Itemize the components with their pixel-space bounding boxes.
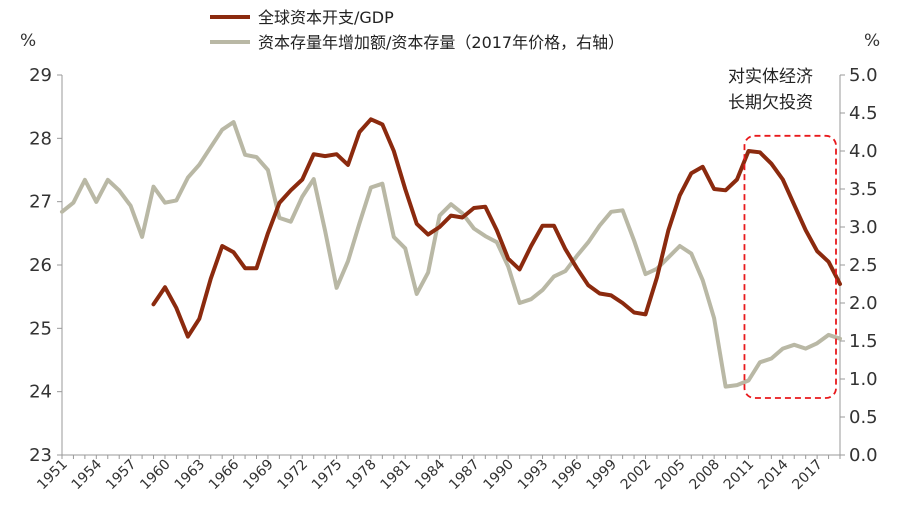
series-line-capex-gdp — [151, 117, 842, 339]
left-axis-unit: % — [20, 31, 36, 51]
x-tick-label: 1990 — [481, 457, 518, 494]
right-tick-label: 2.0 — [849, 293, 878, 314]
x-tick-label: 2014 — [755, 456, 792, 493]
x-tick-label: 1987 — [446, 457, 483, 494]
annotation: 对实体经济 长期欠投资 — [728, 67, 837, 399]
x-tick-label: 1981 — [378, 457, 415, 494]
left-tick-label: 26 — [29, 255, 52, 276]
left-tick-label: 27 — [29, 192, 52, 213]
x-tick-label: 1960 — [137, 457, 174, 494]
right-tick-label: 4.5 — [849, 103, 878, 124]
x-tick-label: 1999 — [583, 457, 620, 494]
x-tick-label: 2005 — [652, 457, 689, 494]
right-tick-label: 5.0 — [849, 65, 878, 86]
axes: 23 24 25 26 27 28 29 0.0 0.5 1.0 1.5 2.0 2.5 3.0 3.5 4.… — [29, 65, 878, 493]
x-tick-label: 1984 — [412, 456, 449, 493]
annotation-line-1: 对实体经济 — [728, 67, 813, 87]
annotation-line-2: 长期欠投资 — [728, 93, 813, 113]
right-tick-label: 4.0 — [849, 141, 878, 162]
x-tick-label: 1963 — [172, 457, 209, 494]
x-tick-label: 1996 — [549, 456, 586, 493]
left-tick-label: 23 — [29, 445, 52, 466]
left-tick-label: 29 — [29, 65, 52, 86]
x-tick-label: 1969 — [240, 457, 277, 494]
x-tick-label: 1957 — [103, 457, 140, 494]
x-tick-label: 2017 — [789, 457, 826, 494]
right-tick-label: 3.5 — [849, 179, 878, 200]
x-tick-label: 2008 — [686, 457, 723, 494]
right-tick-label: 1.5 — [849, 331, 878, 352]
series-line-capital-stock-growth — [60, 120, 842, 389]
legend: 全球资本开支/GDP 资本存量年增加额/资本存量（2017年价格，右轴） — [210, 8, 624, 52]
x-tick-label: 2002 — [618, 457, 655, 494]
legend-label-capex: 全球资本开支/GDP — [258, 8, 394, 27]
right-tick-label: 3.0 — [849, 217, 878, 238]
x-tick-label: 1978 — [343, 457, 380, 494]
right-tick-label: 1.0 — [849, 369, 878, 390]
left-tick-label: 28 — [29, 128, 52, 149]
right-axis-unit: % — [864, 31, 880, 51]
x-tick-label: 1975 — [309, 457, 346, 494]
x-tick-label: 2011 — [721, 457, 758, 494]
right-tick-label: 2.5 — [849, 255, 878, 276]
left-tick-label: 25 — [29, 318, 52, 339]
series-layer — [60, 117, 842, 389]
right-tick-label: 0.5 — [849, 407, 878, 428]
legend-label-capital-stock: 资本存量年增加额/资本存量（2017年价格，右轴） — [258, 33, 624, 52]
right-tick-label: 0.0 — [849, 445, 878, 466]
left-tick-label: 24 — [29, 382, 52, 403]
x-tick-label: 1972 — [275, 457, 312, 494]
x-tick-label: 1954 — [69, 456, 106, 493]
x-tick-label: 1966 — [206, 456, 243, 493]
x-tick-label: 1993 — [515, 457, 552, 494]
annotation-box — [743, 134, 837, 399]
